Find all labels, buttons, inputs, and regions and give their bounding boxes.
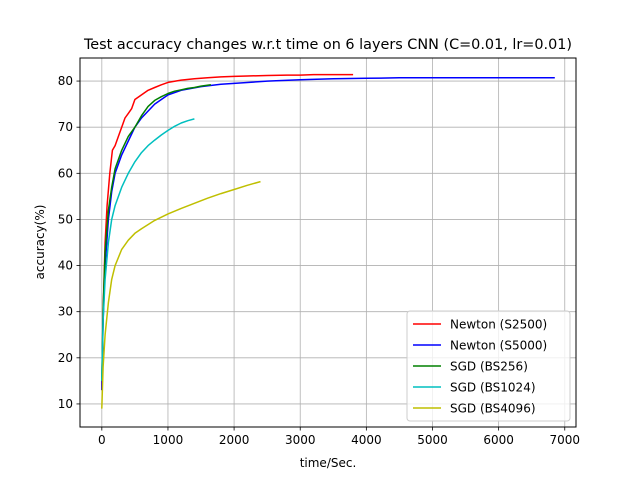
legend-box (406, 310, 571, 422)
legend: Newton (S2500) Newton (S5000) SGD (BS256) S… (406, 310, 571, 422)
series-line-newton-s2500 (101, 73, 354, 391)
y-tick-label: 40 (58, 259, 73, 273)
legend-label-sgd-bs1024: SGD (BS1024) (450, 381, 536, 395)
series-line-sgd-bs1024 (101, 118, 195, 381)
series-line-sgd-bs256 (101, 84, 211, 381)
y-axis-label: accuracy(%) (33, 205, 47, 280)
y-tick-label: 20 (58, 351, 73, 365)
y-tick-label: 70 (58, 120, 73, 134)
x-axis-label: time/Sec. (300, 456, 357, 470)
x-tick-label: 7000 (549, 433, 580, 447)
y-tick-label: 50 (58, 212, 73, 226)
x-tick-label: 1000 (153, 433, 184, 447)
chart-title: Test accuracy changes w.r.t time on 6 la… (83, 37, 572, 53)
legend-label-sgd-bs256: SGD (BS256) (450, 360, 528, 374)
x-tick-label: 6000 (483, 433, 514, 447)
legend-label-newton-s2500: Newton (S2500) (450, 318, 547, 332)
legend-label-sgd-bs4096: SGD (BS4096) (450, 402, 536, 416)
y-tick-label: 30 (58, 305, 73, 319)
y-tick-label: 10 (58, 397, 73, 411)
x-tick-label: 4000 (351, 433, 382, 447)
y-axis: 10 20 30 40 50 60 70 80 (58, 74, 80, 411)
plot-frame (79, 57, 577, 428)
x-tick-label: 2000 (219, 433, 250, 447)
x-tick-label: 3000 (285, 433, 316, 447)
series-line-sgd-bs4096 (101, 180, 261, 409)
y-tick-label: 80 (58, 74, 73, 88)
x-tick-label: 0 (98, 433, 106, 447)
plot-lines (101, 73, 555, 409)
y-tick-label: 60 (58, 166, 73, 180)
x-tick-label: 5000 (417, 433, 448, 447)
x-axis: 0 1000 2000 3000 4000 5000 6000 7000 (98, 427, 580, 447)
legend-label-newton-s5000: Newton (S5000) (450, 339, 547, 353)
grid (80, 58, 576, 427)
